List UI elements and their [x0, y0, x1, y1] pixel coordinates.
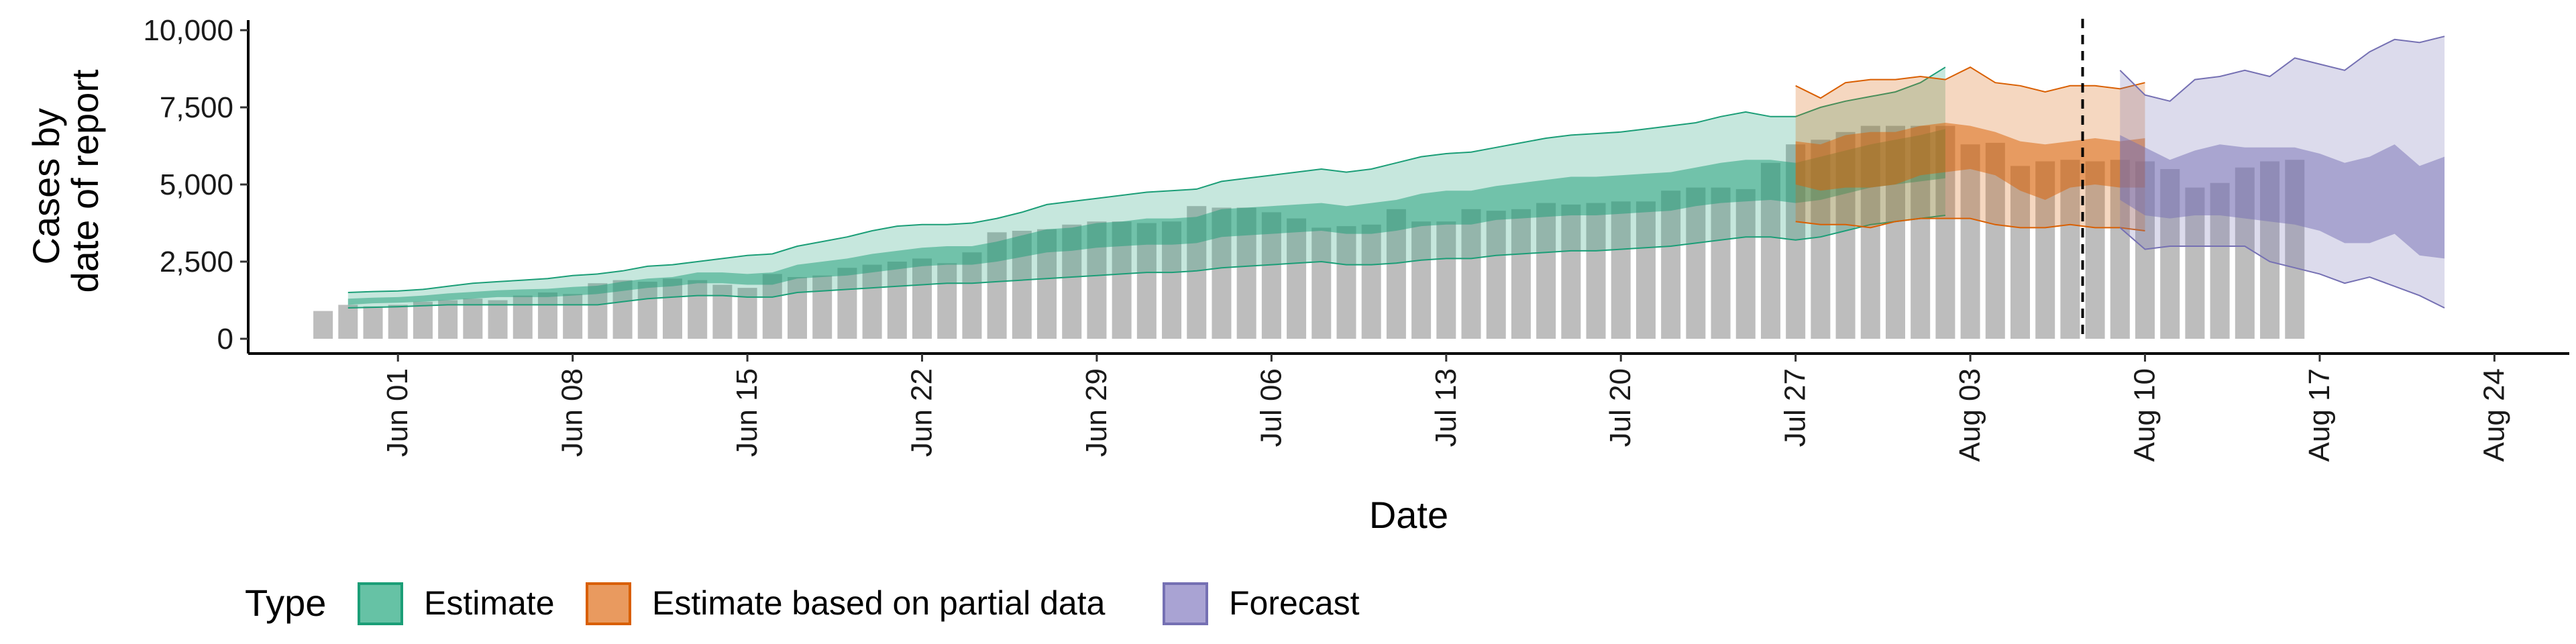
data-bar — [1661, 191, 1681, 339]
data-bar — [1635, 201, 1656, 339]
y-axis-title-line-2: date of report — [64, 69, 106, 293]
data-bar — [1411, 221, 1432, 339]
data-bar — [637, 281, 657, 339]
data-bar — [1311, 227, 1332, 339]
y-tick-label: 7,500 — [160, 91, 233, 124]
data-bar — [488, 300, 508, 339]
data-bar — [937, 263, 957, 339]
x-tick-label: Aug 10 — [2129, 368, 2161, 462]
band-lower-line-estimate — [347, 215, 1946, 309]
legend-title: Type — [245, 582, 326, 624]
band-lower-line-estimate-based-on-partial-data — [1795, 217, 2145, 231]
data-bar — [1711, 187, 1731, 339]
x-tick-label: Jun 08 — [556, 368, 589, 457]
legend-key-estimate — [358, 582, 403, 625]
data-bar — [812, 275, 833, 339]
data-bar — [537, 292, 557, 339]
x-tick-label: Jun 01 — [381, 368, 414, 457]
data-bar — [1686, 187, 1706, 339]
y-tick-label: 10,000 — [143, 14, 233, 47]
data-bar — [1361, 224, 1381, 339]
band-inner-estimate-based-on-partial-data — [1795, 123, 2145, 200]
data-bar — [1611, 201, 1631, 339]
band-upper-line-forecast — [2119, 36, 2445, 102]
band-lower-line-forecast — [2119, 227, 2445, 309]
x-tick-label: Jul 27 — [1779, 368, 1812, 447]
data-bar — [2010, 166, 2031, 339]
data-bar — [1511, 209, 1531, 339]
band-inner-forecast — [2120, 135, 2445, 259]
legend: Type Estimate Estimate based on partial … — [245, 582, 1360, 625]
x-tick-label: Jun 22 — [906, 368, 938, 457]
data-bar — [862, 264, 882, 339]
band-upper-line-estimate — [347, 66, 1946, 293]
data-bar — [1586, 203, 1606, 339]
data-bar — [1735, 189, 1756, 339]
x-tick-label: Aug 03 — [1953, 368, 1986, 462]
y-tick-label: 0 — [217, 323, 233, 356]
data-bar — [1536, 203, 1556, 339]
y-axis-title-line-1: Cases by — [25, 108, 67, 264]
x-tick-label: Jun 29 — [1080, 368, 1113, 457]
axes-layer: 0 2,500 5,000 7,500 10,000 Jun 01 Jun 08 Jun 15… — [143, 14, 2569, 462]
band-outer-estimate — [347, 67, 1945, 308]
data-bar — [1461, 209, 1481, 339]
data-bar — [912, 258, 932, 339]
x-tick-label: Aug 17 — [2303, 368, 2336, 462]
y-tick-label: 2,500 — [160, 246, 233, 278]
data-bar — [438, 300, 458, 339]
data-bar — [1287, 218, 1307, 339]
legend-key-partial — [586, 582, 631, 625]
data-bar — [338, 305, 358, 339]
data-bar — [1336, 226, 1356, 339]
x-tick-label: Jul 06 — [1254, 368, 1287, 447]
bands-layer — [347, 19, 2445, 339]
data-bar — [787, 277, 808, 339]
bars-layer — [313, 125, 2305, 339]
x-tick-label: Jun 15 — [731, 368, 763, 457]
data-bar — [563, 294, 583, 339]
data-bar — [1960, 144, 1980, 339]
x-axis-title: Date — [1369, 494, 1448, 536]
data-bar — [962, 252, 982, 339]
data-bar — [887, 262, 907, 339]
data-bar — [712, 284, 733, 339]
data-bar — [313, 311, 333, 339]
data-bar — [363, 306, 383, 339]
data-bar — [1561, 204, 1581, 339]
x-tick-label: Jul 13 — [1430, 368, 1462, 447]
data-bar — [662, 278, 682, 339]
x-tick-label: Aug 24 — [2477, 368, 2510, 462]
y-tick-label: 5,000 — [160, 168, 233, 201]
data-bar — [413, 301, 433, 339]
legend-label-partial: Estimate based on partial data — [652, 584, 1106, 622]
data-bar — [688, 280, 708, 339]
data-bar — [1436, 221, 1456, 339]
band-upper-line-estimate-based-on-partial-data — [1795, 66, 2145, 99]
legend-key-forecast — [1163, 582, 1208, 625]
x-tick-label: Jul 20 — [1604, 368, 1637, 447]
legend-label-forecast: Forecast — [1229, 584, 1360, 622]
y-axis-title: Cases by date of report — [25, 69, 106, 293]
data-bar — [388, 305, 408, 339]
data-bar — [513, 295, 533, 339]
data-bar — [837, 268, 857, 339]
legend-label-estimate: Estimate — [424, 584, 555, 622]
data-bar — [2085, 161, 2105, 339]
data-bar — [1486, 211, 1506, 339]
